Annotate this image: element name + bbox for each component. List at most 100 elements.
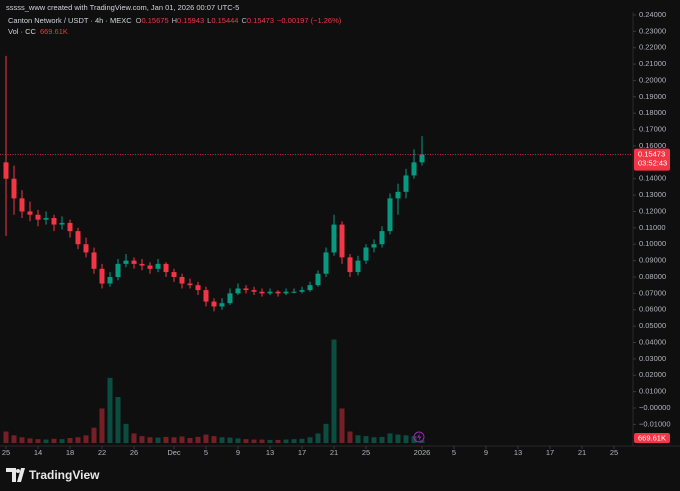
candle-body: [203, 290, 209, 302]
x-tick-label: 21: [578, 448, 586, 457]
x-tick-label: 21: [330, 448, 338, 457]
o-label: O: [136, 16, 142, 25]
volume-bar: [51, 438, 57, 443]
volume-bar: [99, 408, 105, 443]
volume-value-label: 669.61K: [638, 433, 666, 442]
legend-ohlc: Canton Network / USDT · 4h · MEXC O0.1567…: [8, 16, 342, 25]
candle-body: [67, 222, 73, 232]
volume-bar: [395, 434, 401, 443]
volume-bar: [179, 436, 185, 443]
y-tick-label: 0.12000: [639, 206, 666, 215]
x-tick-label: 2026: [414, 448, 431, 457]
y-tick-label: 0.23000: [639, 26, 666, 35]
volume-bar: [115, 397, 121, 443]
h-label: H: [172, 16, 177, 25]
event-icon[interactable]: [413, 431, 425, 443]
volume-bar: [299, 438, 305, 443]
last-price-box: [634, 148, 670, 171]
volume-bar: [67, 438, 73, 443]
candle-body: [299, 290, 305, 292]
candle-body: [35, 214, 41, 220]
c-label: C: [241, 16, 247, 25]
candle-body: [227, 293, 233, 304]
candle-body: [251, 290, 257, 292]
candle-body: [363, 247, 369, 261]
volume-bar: [275, 439, 281, 443]
volume-bar: [43, 439, 49, 443]
c-value: 0.15473: [247, 16, 274, 25]
o-value: 0.15675: [142, 16, 169, 25]
candle-body: [75, 231, 81, 245]
candle-body: [323, 252, 329, 274]
candle-body: [339, 224, 345, 258]
y-tick-label: 0.20000: [639, 75, 666, 84]
volume-bar: [363, 436, 369, 443]
volume-bar: [163, 436, 169, 443]
candle-body: [19, 198, 25, 212]
candle-body: [315, 273, 321, 286]
x-tick-label: 13: [266, 448, 274, 457]
candle-body: [331, 224, 337, 253]
brand: TradingView: [29, 468, 100, 482]
y-tick-label: 0.16000: [639, 141, 666, 150]
volume-bar: [203, 434, 209, 443]
candle-body: [27, 211, 33, 215]
x-tick-label: 5: [204, 448, 208, 457]
candle-body: [379, 231, 385, 245]
y-tick-label: 0.02000: [639, 370, 666, 379]
x-tick-label: 26: [130, 448, 138, 457]
candle-body: [195, 285, 201, 291]
candle-body: [211, 301, 217, 307]
candle-body: [411, 162, 417, 176]
x-tick-label: 17: [298, 448, 306, 457]
candle-body: [43, 218, 49, 220]
volume-bar: [195, 436, 201, 443]
x-tick-label: 25: [2, 448, 10, 457]
volume-bar: [411, 436, 417, 443]
candle-body: [91, 252, 97, 269]
volume-bar: [291, 439, 297, 443]
y-tick-label: 0.09000: [639, 256, 666, 265]
volume-bar: [315, 433, 321, 443]
volume-bar: [155, 437, 161, 443]
candle-body: [187, 283, 193, 286]
volume-bar: [91, 427, 97, 443]
legend-volume: Vol · CC 669.61K: [8, 27, 68, 36]
candle-body: [243, 288, 249, 291]
symbol: Canton Network / USDT · 4h · MEXC: [8, 16, 132, 25]
x-tick-label: 22: [98, 448, 106, 457]
candle-body: [139, 263, 145, 266]
volume-bar: [211, 436, 217, 443]
candle-body: [155, 263, 161, 269]
x-tick-label: 9: [236, 448, 240, 457]
logo-mark: [6, 468, 25, 482]
volume-bar: [339, 408, 345, 443]
volume-bar: [355, 435, 361, 443]
x-tick-label: 25: [610, 448, 618, 457]
candle-body: [403, 175, 409, 192]
volume-bar: [259, 439, 265, 443]
y-tick-label: 0.14000: [639, 174, 666, 183]
candle-body: [163, 263, 169, 273]
candle-body: [11, 178, 17, 199]
y-tick-label: 0.06000: [639, 305, 666, 314]
candle-body: [307, 285, 313, 291]
volume-bar: [251, 439, 257, 443]
x-tick-label: 13: [514, 448, 522, 457]
y-tick-label: −0.00000: [639, 403, 671, 412]
candle-body: [179, 276, 185, 284]
change: −0.00197 (−1.26%): [277, 16, 342, 25]
candle-body: [283, 291, 289, 294]
volume-bar: [219, 437, 225, 443]
volume-bar: [347, 431, 353, 443]
volume-bar: [227, 437, 233, 443]
candle-body: [219, 303, 225, 307]
y-tick-label: 0.05000: [639, 321, 666, 330]
volume-bar: [243, 439, 249, 443]
vol-value: 669.61K: [40, 27, 68, 36]
y-tick-label: 0.11000: [639, 223, 666, 232]
volume-bar: [187, 438, 193, 443]
volume-bar: [107, 377, 113, 443]
candle-body: [131, 260, 137, 264]
